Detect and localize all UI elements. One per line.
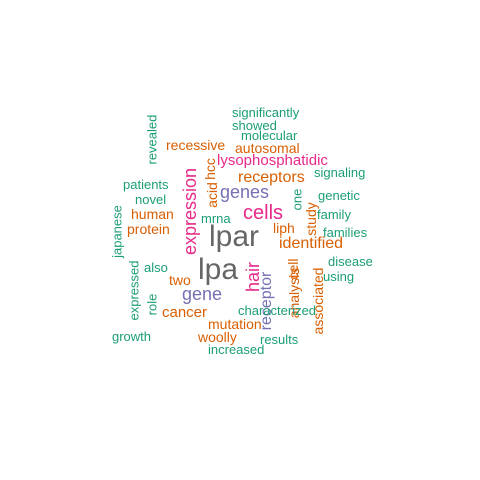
word-human: human (131, 206, 174, 222)
word-woolly: increased (208, 342, 265, 357)
word-disease: disease (328, 254, 373, 269)
word-using: using (323, 269, 355, 284)
word-signaling: signaling (314, 165, 366, 180)
word-revealed: revealed (144, 114, 160, 165)
word-role: characterized (238, 303, 317, 318)
word-associated: associated (310, 267, 326, 335)
word-protein: protein (127, 221, 170, 237)
word-mutations: receptors (238, 169, 305, 186)
word-acid: acid (204, 182, 220, 208)
word-identified: cancer (162, 304, 208, 321)
word-cancer: mutation (208, 316, 262, 332)
word-one: one (289, 188, 305, 211)
word-cells: cells (243, 202, 284, 224)
word-showed: showed (232, 118, 277, 133)
word-three: role (144, 293, 160, 316)
word-recessive: recessive (166, 137, 226, 153)
word-patients: patients (123, 177, 169, 192)
word-genes: genes (220, 182, 270, 202)
word-growth: results (260, 332, 299, 347)
word-molecular: molecular (241, 128, 298, 143)
word-genetic: genetic (318, 188, 360, 203)
word-gene: gene (182, 284, 223, 304)
word-autosomal: autosomal (235, 140, 300, 156)
word-liph: liph (273, 220, 295, 236)
word-two: two (169, 272, 191, 288)
word-families: families (323, 225, 368, 240)
word-mrna: mrna (201, 211, 231, 226)
word-japanese: japanese (109, 205, 125, 258)
word-lysophosphatidic: lysophosphatidic (217, 152, 328, 169)
word-expressed: expressed (126, 260, 142, 321)
word-expression: expression (180, 167, 200, 255)
word-characterized: growth (112, 329, 152, 344)
word-also: also (144, 260, 168, 275)
word-mutation: woolly (198, 329, 237, 345)
word-lpar: lpar (209, 220, 260, 253)
word-lpa: lpa (198, 253, 239, 286)
word-receptors: identified (279, 235, 344, 252)
word-novel: novel (135, 192, 167, 207)
word-family: family (317, 207, 351, 222)
word-significantly: significantly (232, 105, 300, 120)
